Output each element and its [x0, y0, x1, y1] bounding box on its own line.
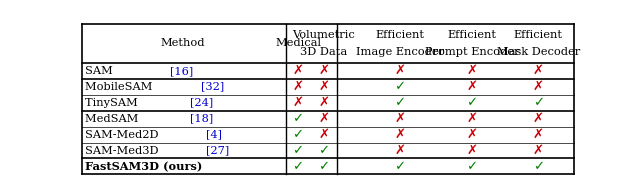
Text: ✗: ✗ [394, 112, 406, 125]
Text: Prompt Encoder: Prompt Encoder [424, 47, 519, 57]
Text: SAM-Med3D: SAM-Med3D [85, 145, 162, 155]
Text: ✗: ✗ [318, 128, 329, 141]
Text: ✗: ✗ [532, 64, 544, 77]
Text: TinySAM: TinySAM [85, 98, 141, 108]
Text: [24]: [24] [189, 98, 212, 108]
Text: ✓: ✓ [532, 160, 544, 173]
Text: ✓: ✓ [292, 128, 303, 141]
Text: SAM: SAM [85, 66, 116, 76]
Text: SAM-Med2D: SAM-Med2D [85, 130, 162, 140]
Text: ✗: ✗ [318, 112, 329, 125]
Text: ✗: ✗ [532, 144, 544, 157]
Text: ✓: ✓ [318, 144, 329, 157]
Text: ✗: ✗ [394, 64, 406, 77]
Text: MobileSAM: MobileSAM [85, 82, 156, 92]
Text: ✗: ✗ [467, 144, 477, 157]
Text: ✗: ✗ [467, 128, 477, 141]
Text: ✓: ✓ [292, 112, 303, 125]
Text: Volumetric: Volumetric [292, 30, 355, 40]
Text: [16]: [16] [170, 66, 193, 76]
Text: FastSAM3D (ours): FastSAM3D (ours) [85, 161, 202, 172]
Text: ✗: ✗ [467, 64, 477, 77]
Text: ✗: ✗ [394, 128, 406, 141]
Text: [32]: [32] [201, 82, 224, 92]
Text: ✓: ✓ [394, 80, 406, 93]
Text: ✓: ✓ [318, 160, 329, 173]
Text: ✗: ✗ [467, 80, 477, 93]
Text: Efficient: Efficient [376, 30, 424, 40]
Text: ✗: ✗ [292, 96, 303, 109]
Text: ✓: ✓ [394, 96, 406, 109]
Text: ✓: ✓ [532, 96, 544, 109]
Text: [27]: [27] [205, 145, 229, 155]
Text: ✓: ✓ [467, 160, 477, 173]
Text: ✗: ✗ [532, 128, 544, 141]
Text: ✗: ✗ [532, 112, 544, 125]
Text: MedSAM: MedSAM [85, 114, 142, 124]
Text: ✓: ✓ [467, 96, 477, 109]
Text: ✓: ✓ [292, 160, 303, 173]
Text: Efficient: Efficient [447, 30, 497, 40]
Text: ✗: ✗ [292, 64, 303, 77]
Text: Mask Decoder: Mask Decoder [497, 47, 580, 57]
Text: Medical: Medical [275, 38, 321, 48]
Text: ✓: ✓ [292, 144, 303, 157]
Text: ✗: ✗ [318, 64, 329, 77]
Text: ✗: ✗ [318, 80, 329, 93]
Text: ✗: ✗ [467, 112, 477, 125]
Text: Efficient: Efficient [514, 30, 563, 40]
Text: Image Encoder: Image Encoder [356, 47, 444, 57]
Text: ✗: ✗ [318, 96, 329, 109]
Text: 3D Data: 3D Data [300, 47, 347, 57]
Text: ✗: ✗ [532, 80, 544, 93]
Text: [18]: [18] [190, 114, 213, 124]
Text: Method: Method [161, 38, 205, 48]
Text: ✓: ✓ [394, 160, 406, 173]
Text: ✗: ✗ [394, 144, 406, 157]
Text: ✗: ✗ [292, 80, 303, 93]
Text: [4]: [4] [205, 130, 221, 140]
